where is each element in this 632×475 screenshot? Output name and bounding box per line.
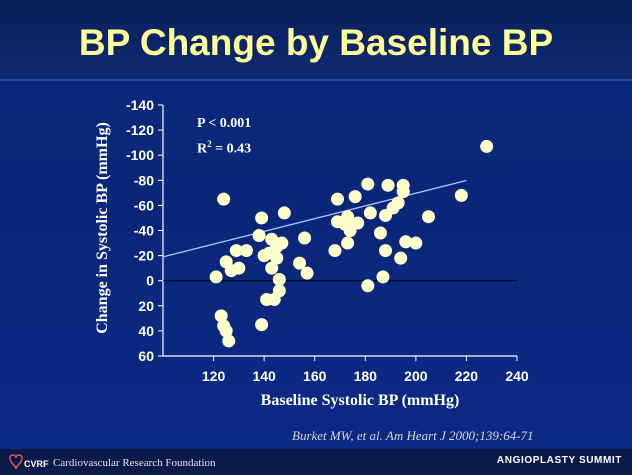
logo-text: CVRF xyxy=(24,459,49,469)
data-point xyxy=(351,216,365,230)
data-point xyxy=(391,196,405,210)
data-point xyxy=(396,178,410,192)
data-point xyxy=(341,210,355,224)
data-point xyxy=(252,229,266,243)
data-point xyxy=(454,188,468,202)
stats-annotation: P < 0.001 R2 = 0.43 xyxy=(197,114,251,160)
data-point xyxy=(328,244,342,258)
data-point xyxy=(272,284,286,298)
data-point xyxy=(229,244,243,258)
data-point xyxy=(222,334,236,348)
x-tick-label: 200 xyxy=(404,368,428,384)
event-name: ANGIOPLASTY SUMMIT xyxy=(496,455,622,466)
data-point xyxy=(298,231,312,245)
footer-bar xyxy=(0,449,632,475)
y-tick-label: 40 xyxy=(138,323,154,339)
p-value-text: P < 0.001 xyxy=(197,116,252,131)
data-point xyxy=(232,261,246,275)
y-tick-label: 20 xyxy=(138,298,154,314)
x-tick-label: 240 xyxy=(505,368,529,384)
footer-organization: Cardiovascular Research Foundation xyxy=(53,457,216,469)
data-point xyxy=(272,272,286,286)
data-point xyxy=(265,261,279,275)
data-point xyxy=(330,192,344,206)
data-point xyxy=(219,324,233,338)
x-tick-label: 160 xyxy=(303,368,327,384)
data-point xyxy=(239,244,253,258)
data-point xyxy=(480,139,494,153)
data-point xyxy=(300,266,314,280)
slide-title: BP Change by Baseline BP xyxy=(78,22,554,63)
data-point xyxy=(209,270,223,284)
data-point xyxy=(275,236,289,250)
data-point xyxy=(381,178,395,192)
data-point xyxy=(361,279,375,293)
data-point xyxy=(361,177,375,191)
data-point xyxy=(255,211,269,225)
x-axis-title: Baseline Systolic BP (mmHg) xyxy=(260,392,460,409)
citation: Burket MW, et al. Am Heart J 2000;139:64… xyxy=(292,428,534,443)
y-tick-label: -100 xyxy=(126,147,154,163)
data-point xyxy=(376,270,390,284)
data-point xyxy=(363,206,377,220)
data-point xyxy=(255,318,269,332)
data-point xyxy=(341,236,355,250)
cvrf-logo: CVRF xyxy=(9,454,49,470)
data-point xyxy=(348,190,362,204)
data-point xyxy=(214,309,228,323)
title-bar xyxy=(0,0,632,80)
r-squared-value: = 0.43 xyxy=(211,141,252,157)
x-tick-label: 120 xyxy=(202,368,226,384)
x-tick-label: 180 xyxy=(354,368,378,384)
y-tick-label: -80 xyxy=(134,172,154,188)
trend-line xyxy=(162,179,467,258)
data-point xyxy=(277,206,291,220)
r-squared-superscript: 2 xyxy=(207,139,212,149)
y-tick-label: -60 xyxy=(134,197,154,213)
data-point xyxy=(394,251,408,265)
data-point xyxy=(422,210,435,224)
r-squared-label: R xyxy=(197,141,208,157)
y-tick-label: -20 xyxy=(134,248,154,264)
data-point xyxy=(373,226,387,240)
data-point xyxy=(379,244,393,258)
data-point xyxy=(409,236,423,250)
y-tick-label: -120 xyxy=(126,122,154,138)
y-tick-label: 0 xyxy=(146,273,154,289)
x-tick-label: 140 xyxy=(252,368,276,384)
data-point xyxy=(293,256,307,270)
y-axis-title: Change in Systolic BP (mmHg) xyxy=(94,122,111,334)
y-tick-label: 60 xyxy=(138,348,154,364)
r-squared-text: R2 = 0.43 xyxy=(197,134,251,160)
data-point xyxy=(399,235,413,249)
data-point xyxy=(270,251,284,265)
x-tick-label: 220 xyxy=(455,368,479,384)
data-point xyxy=(217,192,231,206)
y-tick-label: -40 xyxy=(134,223,154,239)
y-tick-label: -140 xyxy=(126,97,154,113)
title-divider xyxy=(0,79,632,81)
